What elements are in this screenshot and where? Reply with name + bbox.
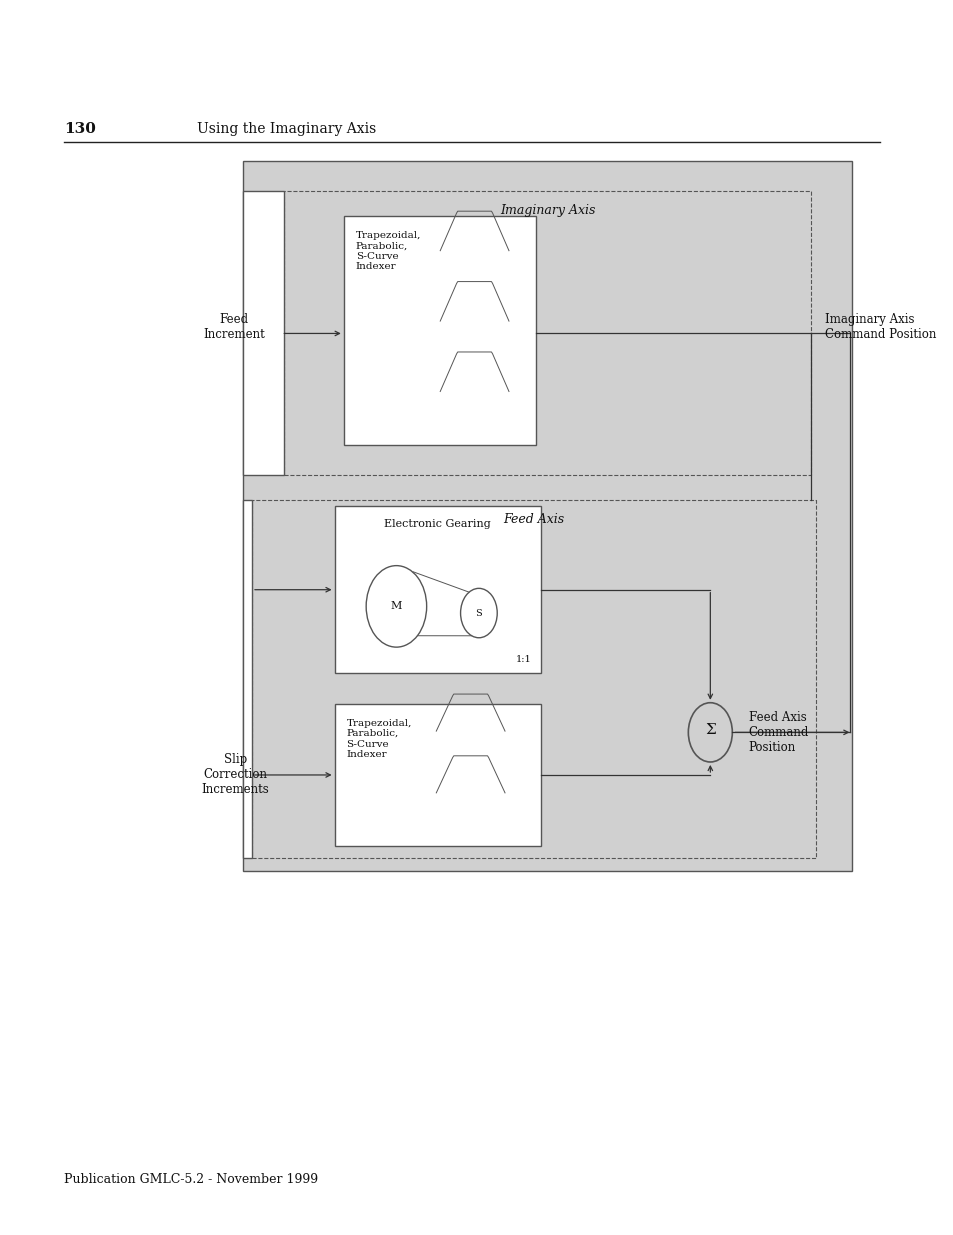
Bar — [335, 506, 540, 673]
Text: Slip
Correction
Increments: Slip Correction Increments — [201, 753, 269, 795]
Text: 1:1: 1:1 — [516, 656, 531, 664]
Bar — [252, 500, 815, 858]
Bar — [335, 704, 540, 846]
Bar — [343, 216, 536, 445]
Text: M: M — [391, 601, 401, 611]
Text: Feed
Increment: Feed Increment — [203, 314, 264, 341]
Text: 130: 130 — [64, 122, 96, 136]
Bar — [243, 191, 284, 475]
Text: Feed Axis
Command
Position: Feed Axis Command Position — [748, 711, 808, 753]
Text: Trapezoidal,
Parabolic,
S-Curve
Indexer: Trapezoidal, Parabolic, S-Curve Indexer — [355, 231, 420, 272]
Bar — [243, 500, 252, 858]
Text: Using the Imaginary Axis: Using the Imaginary Axis — [197, 122, 375, 136]
Bar — [243, 161, 852, 871]
Text: Σ: Σ — [704, 722, 715, 737]
Text: Feed Axis: Feed Axis — [503, 513, 564, 526]
Bar — [284, 191, 810, 475]
Text: Imaginary Axis
Command Position: Imaginary Axis Command Position — [824, 314, 935, 341]
Text: Imaginary Axis: Imaginary Axis — [499, 204, 595, 217]
Text: Electronic Gearing: Electronic Gearing — [384, 519, 491, 529]
Text: Publication GMLC-5.2 - November 1999: Publication GMLC-5.2 - November 1999 — [64, 1172, 318, 1186]
Text: Trapezoidal,
Parabolic,
S-Curve
Indexer: Trapezoidal, Parabolic, S-Curve Indexer — [346, 719, 412, 760]
Text: S: S — [475, 609, 482, 618]
